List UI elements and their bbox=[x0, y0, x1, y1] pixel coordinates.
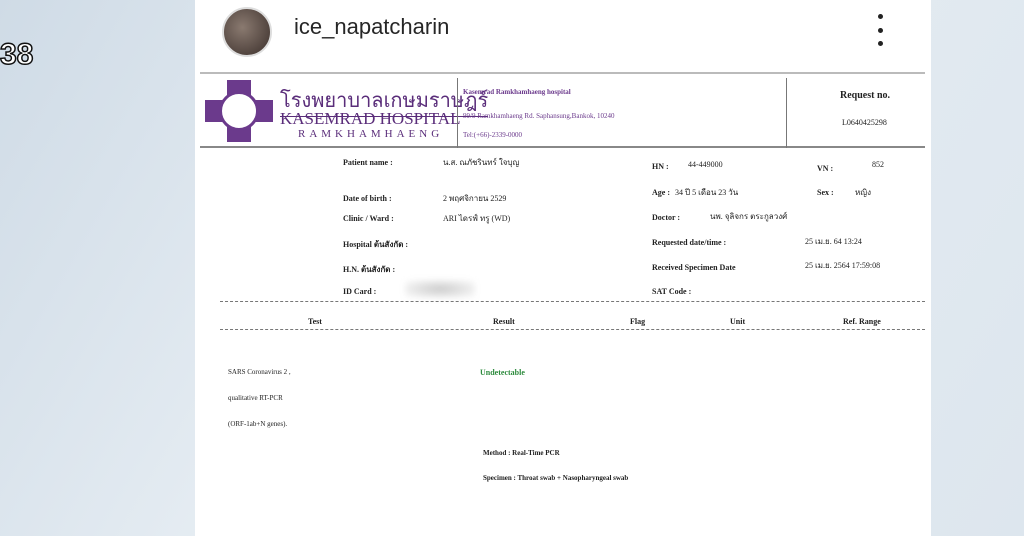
test-name: SARS Coronavirus 2 , bbox=[228, 368, 291, 376]
divider bbox=[220, 301, 925, 302]
column-header: Ref. Range bbox=[843, 317, 881, 326]
label: H.N. ต้นสังกัด : bbox=[343, 265, 396, 274]
label: ID Card : bbox=[343, 287, 377, 296]
request-no: L0640425298 bbox=[842, 118, 887, 127]
method: Method : Real-Time PCR bbox=[483, 449, 560, 457]
request-label: Request no. bbox=[840, 90, 891, 101]
blurred-id bbox=[405, 280, 475, 298]
column-header: Test bbox=[308, 317, 322, 326]
clinic: ARI ไดรฟ์ ทรู (WD) bbox=[443, 214, 511, 223]
hospital-thai-name: โรงพยาบาลเกษมราษฎร์ bbox=[280, 84, 489, 117]
label: Date of birth : bbox=[343, 194, 392, 203]
specimen: Specimen : Throat swab + Nasopharyngeal … bbox=[483, 474, 629, 482]
column-header: Flag bbox=[630, 317, 646, 326]
lab-report: โรงพยาบาลเกษมราษฎร์ KASEMRAD HOSPITAL RA… bbox=[200, 72, 925, 536]
test-name: qualitative RT-PCR bbox=[228, 394, 283, 402]
divider bbox=[786, 78, 787, 148]
label: Clinic / Ward : bbox=[343, 214, 394, 223]
label: Patient name : bbox=[343, 158, 393, 167]
overlay-counter: 38 bbox=[0, 37, 34, 72]
received-date: 25 เม.ย. 2564 17:59:08 bbox=[805, 261, 881, 270]
report-header: โรงพยาบาลเกษมราษฎร์ KASEMRAD HOSPITAL RA… bbox=[200, 78, 925, 148]
hn: 44-449000 bbox=[688, 160, 723, 169]
requested-date: 25 เม.ย. 64 13:24 bbox=[805, 237, 862, 246]
address: 99/9 Ramkhamhaeng Rd. Saphansung,Bankok,… bbox=[463, 112, 615, 120]
doctor: นพ. จุลิจกร ตระกูลวงศ์ bbox=[710, 212, 788, 221]
address-title: Kasemrad Ramkhamhaeng hospital bbox=[463, 88, 571, 96]
label: Requested date/time : bbox=[652, 238, 727, 247]
hospital-english-name: KASEMRAD HOSPITAL bbox=[280, 109, 461, 128]
dob: 2 พฤศจิกายน 2529 bbox=[443, 194, 507, 203]
test-name: (ORF-1ab+N genes). bbox=[228, 420, 288, 428]
label: Age : bbox=[652, 188, 670, 197]
column-header: Result bbox=[493, 317, 515, 326]
label: Sex : bbox=[817, 188, 834, 197]
label: Received Specimen Date bbox=[652, 263, 736, 272]
result-value: Undetectable bbox=[480, 368, 525, 377]
divider bbox=[457, 78, 458, 148]
username[interactable]: ice_napatcharin bbox=[294, 14, 450, 39]
column-header: Unit bbox=[730, 317, 746, 326]
label: VN : bbox=[817, 164, 834, 173]
hospital-branch: RAMKHAMHAENG bbox=[298, 128, 444, 140]
more-vertical-icon[interactable] bbox=[873, 14, 887, 46]
label: SAT Code : bbox=[652, 287, 692, 296]
patient-name: น.ส. ณภัชรินทร์ ใจบุญ bbox=[443, 158, 520, 167]
label: Hospital ต้นสังกัด : bbox=[343, 240, 409, 249]
hospital-logo bbox=[205, 80, 273, 142]
tel: Tel:(+66)-2339-0000 bbox=[463, 131, 523, 139]
vn: 852 bbox=[872, 160, 884, 169]
label: Doctor : bbox=[652, 213, 681, 222]
label: HN : bbox=[652, 162, 669, 171]
age: 34 ปี 5 เดือน 23 วัน bbox=[675, 188, 739, 197]
avatar[interactable] bbox=[222, 7, 272, 57]
divider bbox=[220, 329, 925, 330]
sex: หญิง bbox=[855, 188, 871, 197]
